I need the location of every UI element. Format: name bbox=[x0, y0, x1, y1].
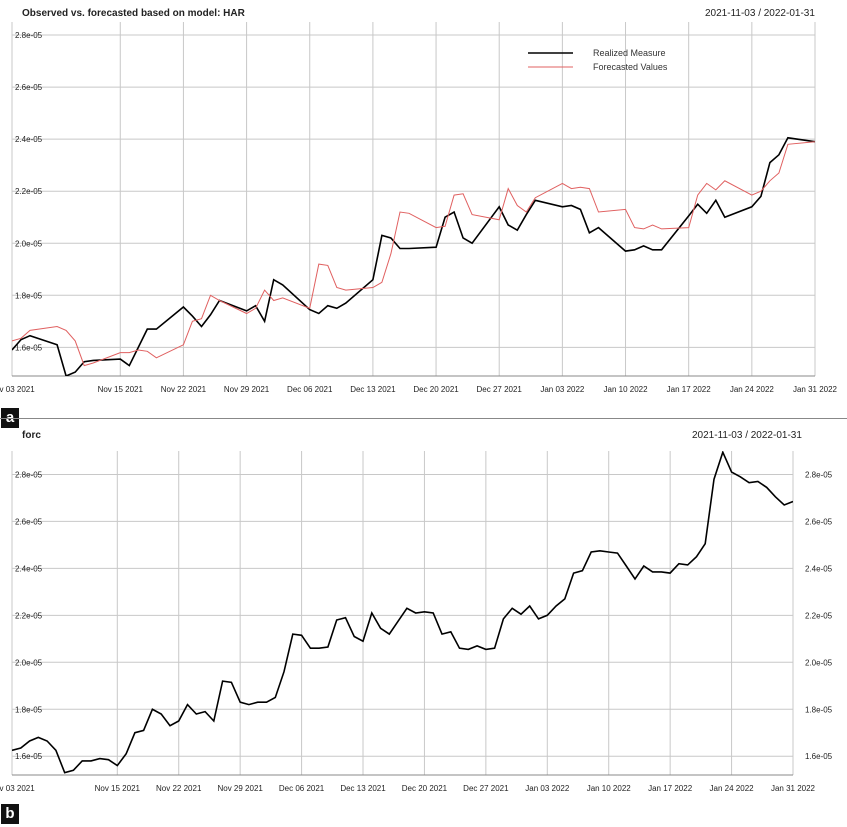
x-tick-label: Dec 13 2021 bbox=[340, 784, 386, 793]
x-tick-label: Jan 17 2022 bbox=[648, 784, 693, 793]
y-tick-label: 1.6e-05 bbox=[15, 343, 43, 352]
panel-a-title: Observed vs. forecasted based on model: … bbox=[22, 8, 245, 19]
x-tick-label: Nov 22 2021 bbox=[156, 784, 202, 793]
panel-divider bbox=[0, 418, 847, 419]
x-tick-label: Jan 03 2022 bbox=[525, 784, 570, 793]
y-tick-label-right: 2.8e-05 bbox=[805, 470, 833, 479]
series-line-forecasted-values bbox=[12, 141, 815, 367]
x-tick-label: Jan 31 2022 bbox=[771, 784, 816, 793]
series-line-realized-measure bbox=[12, 136, 815, 376]
y-tick-label-right: 2.4e-05 bbox=[805, 564, 833, 573]
y-tick-label: 1.8e-05 bbox=[15, 705, 43, 714]
x-tick-label: Jan 17 2022 bbox=[667, 385, 712, 394]
panel-b-title: forc bbox=[22, 430, 41, 441]
x-tick-label: Jan 24 2022 bbox=[710, 784, 755, 793]
y-tick-label: 1.6e-05 bbox=[15, 752, 43, 761]
panel-a: Observed vs. forecasted based on model: … bbox=[0, 0, 847, 428]
x-tick-label: Nov 29 2021 bbox=[224, 385, 270, 394]
panel-b-letter: b bbox=[1, 804, 19, 824]
chart-b-plot: Nov 03 2021 Nov 15 2021 Nov 22 2021 Nov 29 … bbox=[0, 451, 833, 793]
x-tick-label: Dec 27 2021 bbox=[477, 385, 523, 394]
legend-label: Realized Measure bbox=[593, 48, 666, 58]
x-tick-label: Jan 10 2022 bbox=[587, 784, 632, 793]
chart-a-plot: Nov 03 2021 Nov 15 2021 Nov 22 2021 Nov 29 … bbox=[0, 22, 838, 394]
x-tick-label: Dec 20 2021 bbox=[413, 385, 459, 394]
y-tick-label: 2.2e-05 bbox=[15, 611, 43, 620]
series-line bbox=[12, 451, 793, 774]
y-tick-label: 2.4e-05 bbox=[15, 135, 43, 144]
y-tick-label: 2.8e-05 bbox=[15, 470, 43, 479]
y-tick-label-right: 2.2e-05 bbox=[805, 611, 833, 620]
x-tick-label: Dec 27 2021 bbox=[463, 784, 509, 793]
x-tick-label: Jan 31 2022 bbox=[793, 385, 838, 394]
y-tick-label: 2.6e-05 bbox=[15, 83, 43, 92]
x-tick-label: Nov 03 2021 bbox=[0, 385, 35, 394]
panel-b-date-range: 2021-11-03 / 2022-01-31 bbox=[692, 430, 802, 441]
x-tick-label: Nov 15 2021 bbox=[95, 784, 141, 793]
y-tick-label-right: 2.0e-05 bbox=[805, 658, 833, 667]
legend-label: Forecasted Values bbox=[593, 62, 668, 72]
y-tick-label: 2.8e-05 bbox=[15, 31, 43, 40]
x-tick-label: Dec 06 2021 bbox=[279, 784, 325, 793]
y-tick-label: 2.6e-05 bbox=[15, 517, 43, 526]
x-tick-label: Jan 10 2022 bbox=[604, 385, 649, 394]
y-tick-label-right: 2.6e-05 bbox=[805, 517, 833, 526]
y-tick-label: 2.4e-05 bbox=[15, 564, 43, 573]
y-tick-label: 2.2e-05 bbox=[15, 187, 43, 196]
y-tick-label: 2.0e-05 bbox=[15, 658, 43, 667]
x-tick-label: Dec 06 2021 bbox=[287, 385, 333, 394]
panel-a-date-range: 2021-11-03 / 2022-01-31 bbox=[705, 8, 815, 19]
x-tick-label: Nov 22 2021 bbox=[161, 385, 207, 394]
y-tick-label-right: 1.6e-05 bbox=[805, 752, 833, 761]
x-tick-label: Jan 03 2022 bbox=[540, 385, 585, 394]
x-tick-label: Nov 29 2021 bbox=[217, 784, 263, 793]
x-tick-label: Nov 03 2021 bbox=[0, 784, 35, 793]
x-tick-label: Dec 20 2021 bbox=[402, 784, 448, 793]
x-tick-label: Nov 15 2021 bbox=[98, 385, 144, 394]
x-tick-label: Dec 13 2021 bbox=[350, 385, 396, 394]
x-tick-label: Jan 24 2022 bbox=[730, 385, 775, 394]
y-tick-label: 2.0e-05 bbox=[15, 239, 43, 248]
y-tick-label-right: 1.8e-05 bbox=[805, 705, 833, 714]
y-tick-label: 1.8e-05 bbox=[15, 291, 43, 300]
panel-b: forc 2021-11-03 / 2022-01-31 Nov 03 2021… bbox=[0, 423, 847, 827]
